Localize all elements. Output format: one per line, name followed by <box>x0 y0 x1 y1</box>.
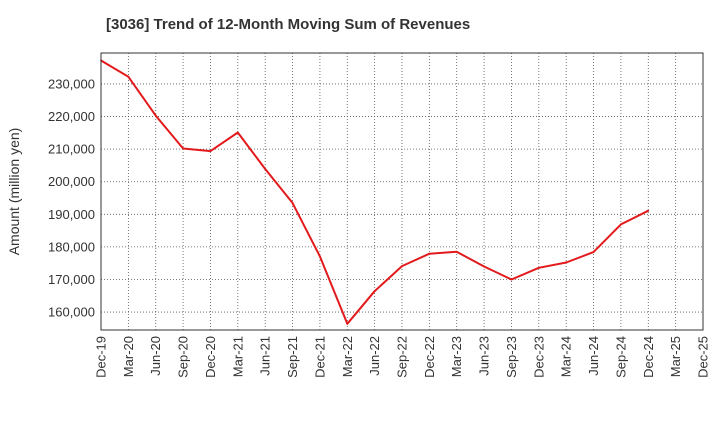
x-tick-label: Jun-22 <box>367 336 382 376</box>
data-point <box>346 322 349 325</box>
data-point <box>127 75 130 78</box>
x-tick-label: Sep-20 <box>176 336 191 378</box>
x-tick-label: Jun-20 <box>148 336 163 376</box>
y-axis-label: Amount (million yen) <box>6 128 22 256</box>
y-tick-label: 200,000 <box>48 174 95 189</box>
x-tick-label: Sep-23 <box>504 336 519 378</box>
data-point <box>319 255 321 258</box>
chart-title: [3036] Trend of 12-Month Moving Sum of R… <box>106 16 471 33</box>
plot-frame <box>100 52 704 331</box>
y-tick-label: 170,000 <box>48 272 95 287</box>
data-point <box>154 114 157 117</box>
y-tick-label: 160,000 <box>48 305 95 320</box>
data-point <box>620 223 622 226</box>
data-point <box>647 209 650 212</box>
data-point <box>537 266 540 269</box>
x-tick-label: Jun-21 <box>258 336 273 376</box>
x-tick-label: Jun-24 <box>586 336 601 376</box>
x-tick-label: Dec-24 <box>641 336 656 378</box>
data-point <box>209 150 212 152</box>
data-point <box>565 261 568 264</box>
data-point <box>455 250 458 253</box>
x-tick-label: Dec-20 <box>203 336 218 378</box>
x-tick-label: Mar-25 <box>668 336 683 377</box>
x-tick-label: Dec-23 <box>531 336 546 378</box>
x-tick-label: Sep-21 <box>285 336 300 378</box>
data-point <box>592 251 595 254</box>
series-layer <box>100 59 650 325</box>
data-point <box>428 252 431 255</box>
grid-lines <box>101 53 703 330</box>
x-tick-label: Dec-21 <box>312 336 327 378</box>
x-tick-label: Sep-24 <box>613 336 628 378</box>
x-tick-label: Mar-22 <box>340 336 355 377</box>
x-tick-label: Mar-20 <box>121 336 136 377</box>
x-tick-label: Mar-23 <box>449 336 464 377</box>
data-point <box>291 202 294 204</box>
x-tick-label: Mar-24 <box>559 336 574 377</box>
x-tick-label: Mar-21 <box>230 336 245 377</box>
data-point <box>182 147 184 150</box>
data-point <box>483 265 485 268</box>
x-tick-label: Sep-22 <box>395 336 410 378</box>
data-point <box>510 278 513 281</box>
data-point <box>236 131 239 134</box>
y-tick-label: 220,000 <box>48 109 95 124</box>
x-tick-labels: Dec-19 Mar-20 Jun-20 Sep-20 Dec-20 Mar-21 Jun-… <box>94 336 711 378</box>
y-tick-label: 230,000 <box>48 76 95 91</box>
x-tick-label: Dec-22 <box>422 336 437 378</box>
y-tick-label: 180,000 <box>48 239 95 254</box>
x-tick-label: Dec-25 <box>696 336 711 378</box>
x-tick-label: Dec-19 <box>94 336 109 378</box>
y-tick-label: 210,000 <box>48 142 95 157</box>
y-tick-labels: 160,000 170,000 180,000 190,000 200,000 210,0… <box>48 76 95 319</box>
y-tick-label: 190,000 <box>48 207 95 222</box>
data-point <box>264 168 267 170</box>
data-point <box>373 290 376 293</box>
data-point <box>401 265 403 268</box>
x-tick-label: Jun-23 <box>477 336 492 376</box>
